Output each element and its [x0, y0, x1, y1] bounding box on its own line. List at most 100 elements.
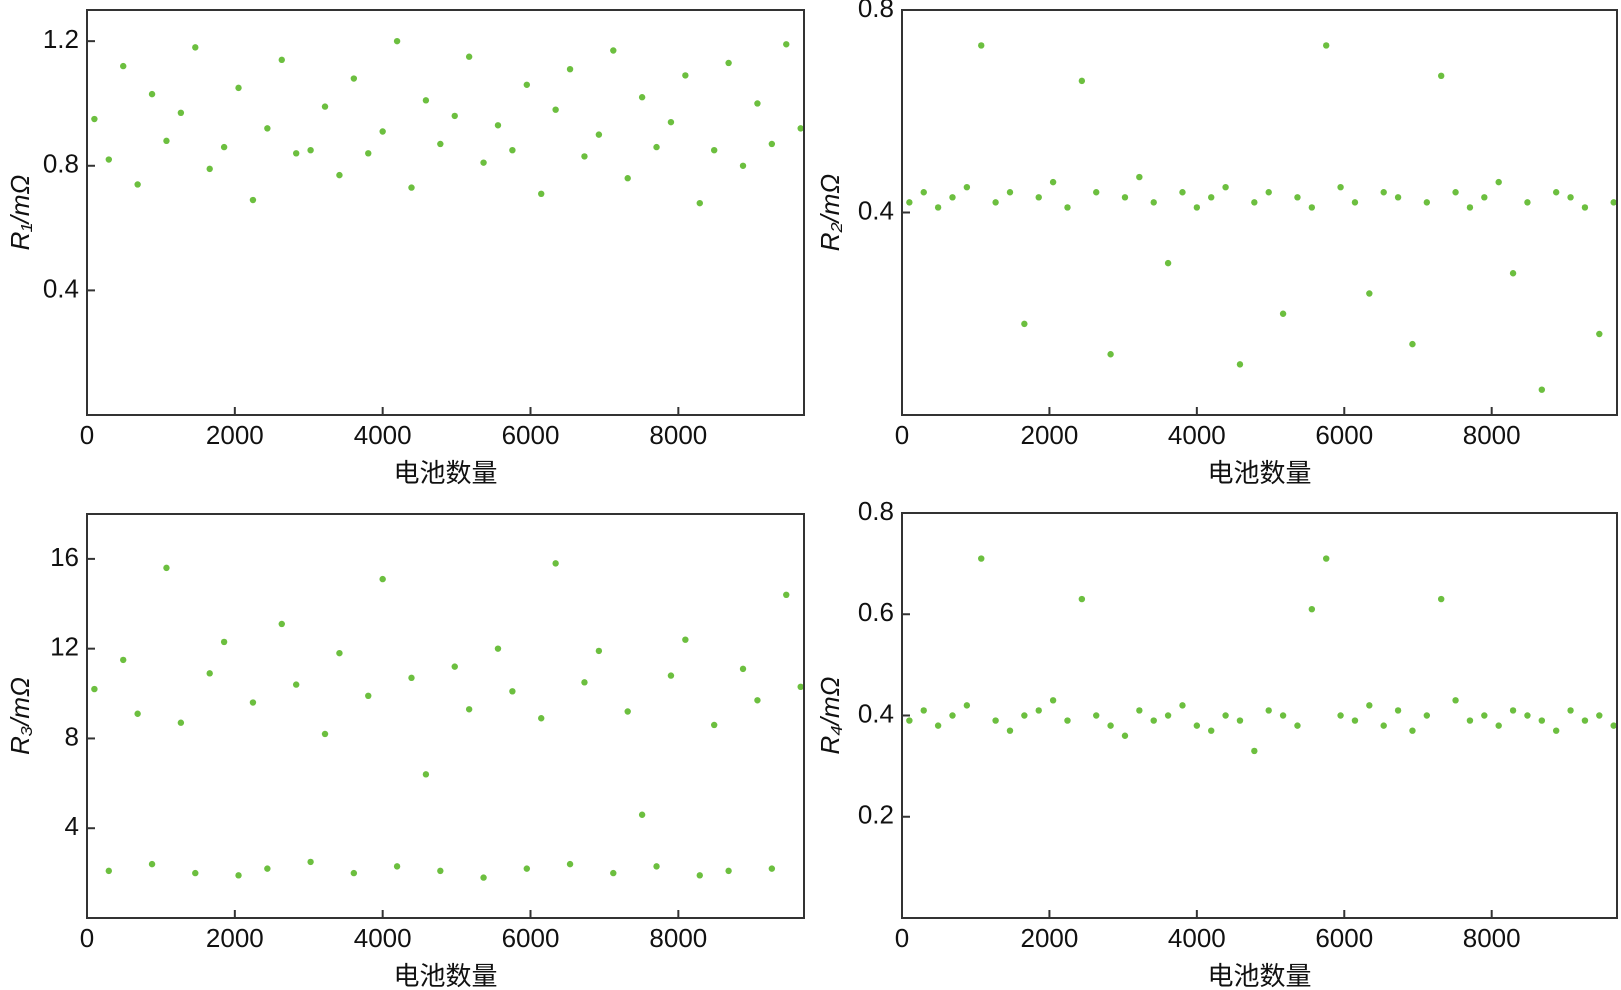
- y-tick-label: 0.4: [43, 273, 79, 303]
- point: [696, 199, 703, 207]
- point: [1208, 194, 1215, 201]
- x-tick-label: 4000: [354, 923, 412, 953]
- point: [1466, 204, 1474, 211]
- point: [1078, 77, 1086, 85]
- point: [437, 140, 444, 148]
- point: [1610, 722, 1617, 729]
- point: [1581, 717, 1589, 724]
- point: [581, 153, 588, 160]
- point: [1323, 555, 1330, 562]
- point: [120, 656, 127, 664]
- x-tick-label: 8000: [649, 420, 707, 450]
- y-tick-label: 0.8: [858, 496, 894, 526]
- point: [920, 189, 927, 196]
- y-axis-title: R₁/mΩ: [5, 175, 35, 251]
- point: [220, 143, 228, 151]
- x-axis-title: 电池数量: [393, 458, 497, 488]
- x-tick-label: 6000: [1315, 420, 1373, 450]
- point: [1437, 72, 1445, 80]
- point: [638, 94, 646, 101]
- point: [1409, 340, 1416, 348]
- y-tick-label: 0.8: [43, 149, 79, 179]
- point: [321, 730, 329, 738]
- point: [710, 721, 718, 729]
- point: [1193, 722, 1201, 729]
- point: [1423, 712, 1431, 719]
- point: [1150, 717, 1157, 724]
- point: [1064, 717, 1071, 724]
- point: [336, 171, 343, 179]
- point: [465, 706, 473, 713]
- point: [682, 72, 689, 79]
- point: [624, 708, 631, 715]
- point: [350, 869, 358, 877]
- x-tick-label: 8000: [1463, 420, 1521, 450]
- point: [1294, 722, 1301, 729]
- x-tick-label: 4000: [1168, 420, 1226, 450]
- point: [249, 699, 257, 706]
- point: [1452, 189, 1459, 196]
- point: [1538, 386, 1546, 393]
- point: [408, 184, 415, 191]
- point: [1078, 595, 1086, 603]
- point: [1179, 702, 1186, 709]
- point: [783, 591, 790, 598]
- point: [480, 874, 487, 881]
- y-tick-label: 0.4: [858, 195, 894, 225]
- point: [653, 863, 660, 870]
- x-tick-label: 0: [80, 923, 94, 953]
- point: [1222, 712, 1229, 719]
- point: [638, 811, 646, 818]
- point: [682, 636, 689, 643]
- point: [494, 122, 502, 129]
- point: [1380, 722, 1387, 729]
- point: [1495, 178, 1502, 186]
- point: [1495, 722, 1502, 729]
- point: [105, 156, 113, 163]
- point: [1049, 178, 1057, 186]
- point: [1251, 747, 1258, 755]
- point: [264, 125, 271, 132]
- point: [1351, 199, 1359, 206]
- point: [1093, 712, 1100, 719]
- x-tick-label: 2000: [206, 420, 264, 450]
- point: [1567, 194, 1574, 201]
- point: [667, 672, 675, 679]
- point: [1107, 722, 1114, 729]
- point: [1136, 707, 1143, 714]
- y-tick-label: 4: [65, 811, 79, 841]
- point: [934, 204, 942, 211]
- point: [949, 194, 956, 201]
- point: [1394, 194, 1402, 201]
- point: [393, 37, 401, 45]
- point: [920, 707, 927, 714]
- x-tick-label: 2000: [206, 923, 264, 953]
- point: [148, 90, 156, 98]
- point: [1236, 361, 1244, 368]
- point: [494, 645, 502, 652]
- point: [1567, 707, 1574, 714]
- point: [1308, 204, 1316, 211]
- point: [235, 84, 242, 92]
- point: [379, 575, 386, 583]
- y-tick-label: 0.4: [858, 698, 894, 728]
- point: [538, 715, 545, 722]
- point: [739, 665, 747, 673]
- y-axis-title: R₂/mΩ: [815, 174, 845, 251]
- plot-frame: [86, 9, 805, 416]
- point: [292, 150, 300, 157]
- plot-frame: [901, 9, 1618, 416]
- point: [696, 872, 703, 879]
- point: [963, 183, 971, 191]
- x-tick-label: 4000: [354, 420, 412, 450]
- point: [1035, 707, 1042, 714]
- point: [1294, 194, 1301, 201]
- point: [906, 199, 913, 206]
- point: [595, 647, 603, 655]
- point: [1423, 199, 1431, 206]
- point: [278, 56, 285, 64]
- point: [1366, 702, 1373, 709]
- point: [523, 81, 531, 88]
- point: [1596, 330, 1603, 338]
